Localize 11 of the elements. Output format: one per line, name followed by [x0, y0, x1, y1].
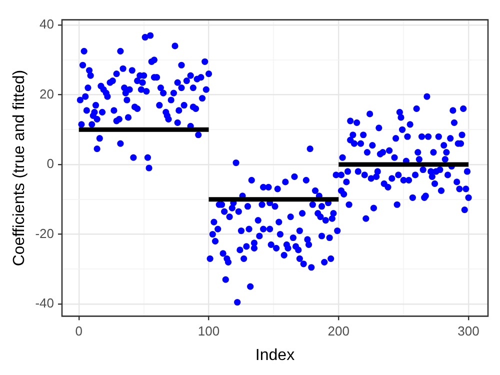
y-tick-label: -40 — [35, 296, 54, 311]
y-tick-label: -20 — [35, 226, 54, 241]
y-tick-label: 40 — [40, 16, 54, 32]
y-tick-label: 0 — [46, 156, 54, 172]
x-tick-label: 0 — [75, 324, 82, 339]
x-tick-label: 100 — [198, 324, 220, 339]
x-tick-label: 200 — [328, 324, 350, 339]
y-axis-title: Coefficients (true and fitted) — [11, 70, 28, 266]
x-tick-label: 300 — [458, 324, 480, 339]
y-tick-label: 20 — [40, 86, 54, 102]
x-axis-title: Index — [255, 346, 295, 364]
